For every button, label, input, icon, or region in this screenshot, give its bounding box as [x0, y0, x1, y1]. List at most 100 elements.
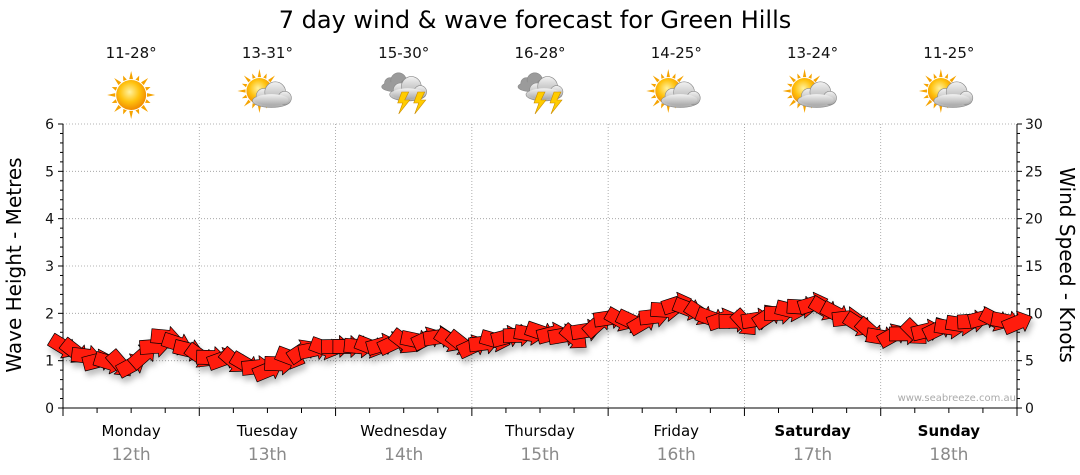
sun-cloud-icon: [782, 69, 837, 113]
y-tick-label-left: 0: [45, 401, 54, 417]
storm-icon: [517, 72, 564, 115]
y-tick-label-right: 30: [1025, 117, 1043, 133]
y-tick-label-left: 6: [45, 117, 54, 133]
day-name-label: Monday: [102, 422, 161, 440]
sun-ray: [129, 71, 134, 80]
temperature-label: 11-28°: [106, 44, 157, 62]
y-tick-label-left: 3: [45, 259, 54, 275]
sun-ray: [147, 93, 156, 97]
day-date-label: 14th: [384, 445, 423, 465]
sun-ray: [802, 69, 807, 78]
sun-ray: [782, 89, 791, 93]
sun-ray: [646, 89, 655, 93]
day-date-label: 15th: [520, 445, 559, 465]
lightning-bolt: [413, 91, 427, 115]
sun-ray: [257, 104, 262, 113]
sun-cloud-icon: [646, 69, 701, 113]
sun-ray: [650, 94, 657, 99]
lightning-bolt: [533, 91, 547, 115]
temperature-label: 15-30°: [378, 44, 429, 62]
day-date-label: 12th: [112, 445, 151, 465]
sun-ray: [135, 75, 140, 82]
cloud-fill: [935, 94, 970, 106]
y-tick-label-right: 25: [1025, 164, 1043, 180]
day-name-label: Saturday: [774, 422, 851, 440]
day-date-label: 13th: [248, 445, 287, 465]
sun-ray: [676, 75, 684, 83]
sun-ray: [787, 83, 793, 88]
y-axis-title-left: Wave Height - Metres: [2, 157, 26, 372]
y-tick-label-right: 0: [1025, 401, 1034, 417]
sun-ray: [923, 83, 929, 88]
day-date-label: 18th: [929, 445, 968, 465]
sun-ray: [672, 73, 676, 79]
sun-ray: [141, 78, 149, 86]
sun-ray: [789, 99, 796, 107]
sun-ray: [939, 104, 943, 113]
sun-ray: [114, 78, 122, 86]
wind-series: [47, 291, 1033, 383]
sun-ray: [114, 104, 122, 112]
storm-icon: [381, 72, 427, 115]
lightning-bolt: [549, 91, 563, 115]
y-tick-label-right: 5: [1025, 354, 1034, 370]
sun-ray: [243, 99, 251, 107]
cloud-shape: [660, 81, 701, 108]
sun-ray: [237, 89, 246, 93]
sun-ray: [263, 73, 267, 79]
grid: [63, 123, 1017, 408]
day-date-label: 17th: [793, 445, 832, 465]
sun-ray: [939, 69, 943, 78]
sun-ray: [111, 99, 118, 104]
sun-ray: [652, 99, 660, 107]
credit-text: www.seabreeze.com.au: [898, 393, 1016, 404]
wind-arrow: [1001, 310, 1033, 335]
temperature-label: 13-24°: [787, 44, 838, 62]
sun-ray: [797, 103, 801, 109]
y-tick-label-right: 15: [1025, 259, 1043, 275]
y-tick-label-left: 2: [45, 306, 54, 322]
temperature-label: 11-25°: [923, 44, 974, 62]
y-tick-label-right: 20: [1025, 212, 1043, 228]
sun-cloud-icon: [918, 69, 974, 113]
sun-ray: [944, 73, 949, 79]
chart-title: 7 day wind & wave forecast for Green Hil…: [279, 6, 792, 34]
sun-cloud-icon: [237, 69, 292, 113]
sun-ray: [802, 104, 807, 113]
y-axis-title-right: Wind Speed - Knots: [1055, 167, 1079, 363]
y-tick-label-left: 5: [45, 164, 54, 180]
sun-ray: [107, 93, 116, 97]
sun-ray: [243, 75, 251, 83]
sun-ray: [241, 83, 248, 88]
day-name-label: Sunday: [918, 422, 981, 440]
day-name-label: Thursday: [504, 422, 575, 440]
forecast-header: 11-28° 13-31° 15-30° 16-28° 14-25° 13-24° 11-2…: [106, 44, 974, 119]
sun-ray: [918, 89, 927, 93]
sun-icon: [107, 71, 156, 119]
sun-ray: [268, 75, 275, 83]
sun-ray: [808, 73, 812, 79]
sun-ray: [789, 75, 796, 83]
day-name-label: Wednesday: [360, 422, 447, 440]
sun-ray: [652, 75, 660, 83]
y-tick-label-left: 1: [45, 354, 54, 370]
sun-ray: [650, 83, 657, 88]
sun-ray: [666, 69, 670, 78]
sun-ray: [111, 86, 118, 91]
temperature-label: 13-31°: [242, 44, 293, 62]
cloud-shape: [252, 81, 292, 108]
sun-ray: [813, 75, 821, 83]
temperature-label: 14-25°: [651, 44, 702, 62]
day-date-label: 16th: [657, 445, 696, 465]
sun-ray: [252, 73, 256, 79]
sun-ray: [925, 99, 933, 107]
cloud-shape: [933, 81, 974, 108]
cloud-shape: [797, 81, 837, 108]
sun-ray: [252, 103, 256, 109]
lightning-bolt: [397, 91, 411, 115]
sun-ray: [145, 99, 151, 104]
sun-ray: [135, 108, 140, 115]
day-labels: Monday 12th Tuesday 13th Wednesday 14th Thursd…: [102, 422, 981, 465]
y-tick-label-left: 4: [45, 212, 54, 228]
